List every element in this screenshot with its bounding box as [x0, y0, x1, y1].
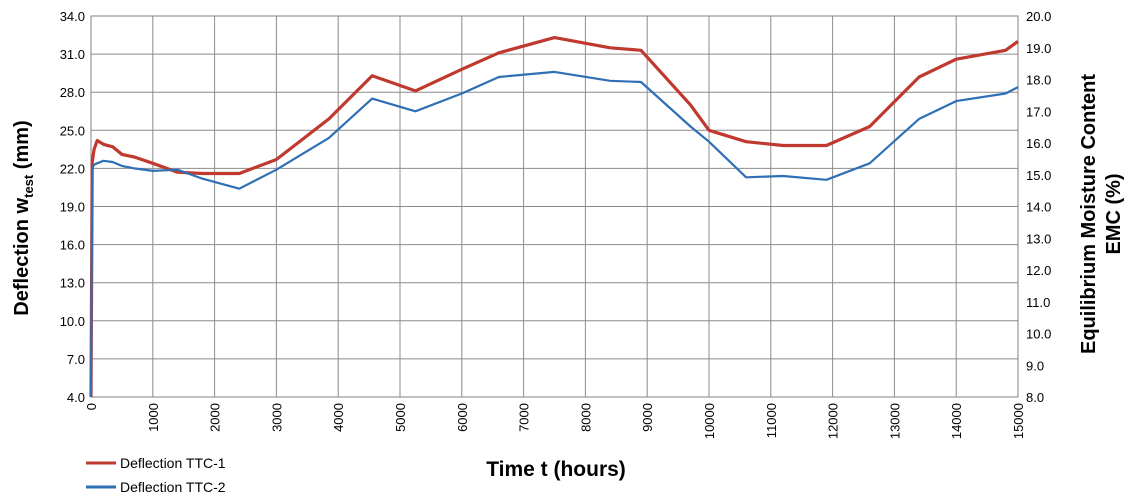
x-tick-label: 0	[84, 403, 99, 410]
x-tick-labels: 0 1000 2000 3000 4000 5000 6000 7000 8000 9000 100…	[84, 403, 1026, 439]
y-right-tick-label: 10.0	[1026, 327, 1051, 342]
legend-label-ttc-1: Deflection TTC-1	[120, 455, 226, 471]
y-left-tick-label: 16.0	[60, 238, 85, 253]
y-left-tick-label: 13.0	[60, 276, 85, 291]
y-right-tick-label: 19.0	[1026, 41, 1051, 56]
y-right-tick-label: 9.0	[1026, 358, 1044, 373]
grid	[90, 15, 1019, 398]
y-right-tick-label: 20.0	[1026, 9, 1051, 24]
x-tick-label: 11000	[764, 403, 779, 438]
y-left-tick-label: 25.0	[60, 123, 85, 138]
x-tick-label: 2000	[208, 403, 223, 432]
x-tick-label: 4000	[331, 403, 346, 432]
y-right-tick-label: 15.0	[1026, 168, 1051, 183]
y-left-tick-label: 7.0	[67, 352, 85, 367]
y-right-tick-label: 18.0	[1026, 73, 1051, 88]
x-tick-label: 8000	[578, 403, 593, 432]
x-tick-label: 7000	[517, 403, 532, 432]
y-left-tick-label: 34.0	[60, 9, 85, 24]
x-tick-label: 1000	[146, 403, 161, 432]
x-tick-label: 3000	[269, 403, 284, 432]
y-left-title-subscript: test	[21, 174, 36, 198]
y-right-tick-label: 11.0	[1026, 295, 1050, 310]
y-left-tick-label: 22.0	[60, 161, 85, 176]
y-left-axis-title: Deflection wtest (mm)	[11, 120, 36, 315]
y-right-tick-label: 16.0	[1026, 136, 1051, 151]
y-right-axis-title-line1: Equilibrium Moisture Content	[1078, 74, 1100, 354]
y-right-tick-label: 17.0	[1026, 104, 1051, 119]
x-tick-label: 14000	[949, 403, 964, 439]
x-tick-label: 15000	[1011, 403, 1026, 439]
y-right-tick-label: 12.0	[1026, 263, 1051, 278]
series-line-1	[89, 35, 1019, 398]
y-right-tick-label: 14.0	[1026, 200, 1051, 215]
y-left-tick-label: 19.0	[60, 200, 85, 215]
x-tick-label: 5000	[393, 403, 408, 432]
series-line-2	[89, 70, 1019, 398]
series-layer	[89, 35, 1019, 398]
y-right-tick-label: 13.0	[1026, 231, 1051, 246]
x-tick-label: 10000	[702, 403, 717, 439]
y-left-title-main: Deflection w	[11, 197, 33, 315]
y-right-tick-labels: 8.0 9.0 10.0 11.0 12.0 13.0 14.0 15.0 16.0 17.0 18…	[1026, 9, 1051, 405]
x-tick-label: 9000	[640, 403, 655, 432]
y-left-tick-label: 10.0	[60, 314, 85, 329]
x-tick-label: 13000	[887, 403, 902, 439]
x-tick-label: 12000	[826, 403, 841, 439]
legend-label-ttc-2: Deflection TTC-2	[120, 479, 226, 495]
y-left-title-suffix: (mm)	[11, 120, 33, 174]
y-left-tick-label: 28.0	[60, 85, 85, 100]
y-left-tick-label: 31.0	[60, 47, 85, 62]
y-right-tick-label: 8.0	[1026, 390, 1044, 405]
x-axis-title: Time t (hours)	[486, 458, 626, 481]
legend: Deflection TTC-1 Deflection TTC-2	[86, 455, 226, 495]
y-left-tick-labels: 4.0 7.0 10.0 13.0 16.0 19.0 22.0 25.0 28.0 31.0 34…	[60, 9, 85, 405]
y-right-axis-title-line2: EMC (%)	[1103, 173, 1125, 254]
y-left-tick-label: 4.0	[67, 390, 85, 405]
x-tick-label: 6000	[455, 403, 470, 432]
